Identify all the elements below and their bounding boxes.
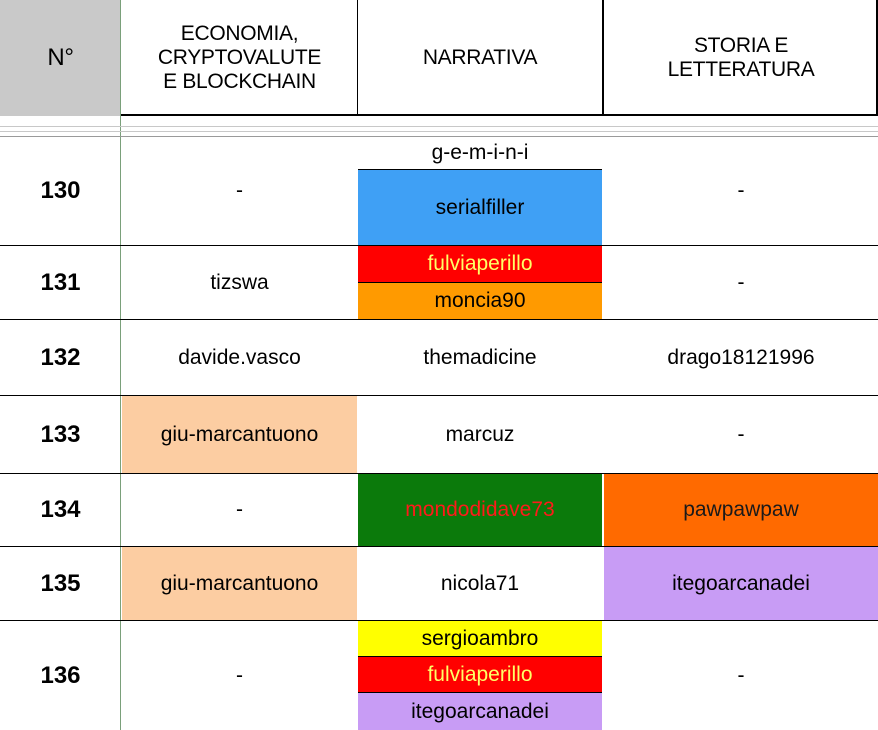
row-135-number: 135	[40, 569, 81, 597]
row-132-storia: drago18121996	[667, 345, 815, 369]
grid-vline-0	[120, 0, 121, 730]
row-134-number: 134	[40, 496, 81, 523]
row-133-economia: giu-marcantuono	[122, 396, 357, 473]
row-131-split-line	[358, 282, 602, 283]
row-130-storia: -	[737, 179, 745, 202]
header-gap-top	[0, 126, 878, 127]
row-131-narrativa-2: moncia90	[358, 283, 602, 319]
row-130-split-line	[358, 169, 602, 170]
grid-vline-2	[602, 0, 604, 116]
row-135-storia: itegoarcanadei	[604, 547, 878, 620]
row-134-economia: -	[236, 498, 243, 521]
row-136-storia: -	[737, 663, 745, 687]
header-narrativa: NARRATIVA	[422, 46, 538, 69]
header-economia: ECONOMIA, CRYPTOVALUTE E BLOCKCHAIN	[157, 22, 322, 93]
row-130-narrativa-1: g-e-m-i-n-i	[358, 137, 602, 169]
row-136-narrativa-3: itegoarcanadei	[358, 693, 602, 730]
row-133-top-line	[0, 395, 878, 396]
row-131-narrativa-1: fulviaperillo	[358, 246, 602, 282]
row-133-narrativa: marcuz	[445, 422, 515, 446]
row-136-narrativa-2: fulviaperillo	[358, 657, 602, 692]
row-130-economia: -	[236, 179, 243, 202]
row-131-top-line	[0, 245, 878, 246]
row-132-top-line	[0, 319, 878, 320]
row-135-narrativa: nicola71	[440, 571, 520, 595]
row-135-economia: giu-marcantuono	[122, 547, 357, 620]
row-135-top-line	[0, 546, 878, 547]
row-132-narrativa: themadicine	[423, 345, 537, 369]
row-134-top-line	[0, 473, 878, 474]
grid-vline-1	[357, 0, 358, 116]
row-136-economia: -	[236, 663, 243, 687]
row-136-top-line	[0, 620, 878, 621]
row-134-narrativa: mondodidave73	[358, 474, 602, 546]
row-134-storia: pawpawpaw	[604, 474, 878, 546]
row-131-number: 131	[40, 268, 81, 296]
row-133-number: 133	[40, 420, 81, 448]
row-136-split-line-1	[358, 656, 602, 657]
row-132-number: 132	[40, 343, 81, 371]
row-130-narrativa-2: serialfiller	[358, 170, 602, 245]
row-136-narrativa-1: sergioambro	[358, 621, 602, 656]
row-130-top-line	[0, 136, 878, 137]
row-132-economia: davide.vasco	[178, 345, 301, 369]
header-num: N°	[0, 0, 121, 116]
row-131-economia: tizswa	[210, 270, 269, 294]
header-gap-bottom	[0, 131, 878, 132]
grid-vline-3	[876, 0, 878, 116]
header-storia: STORIA E LETTERATURA	[667, 34, 815, 81]
row-130-number: 130	[40, 177, 81, 204]
header-bottom-line	[121, 114, 878, 116]
row-131-storia: -	[737, 270, 745, 294]
row-136-split-line-2	[358, 692, 602, 693]
row-136-number: 136	[40, 661, 81, 689]
row-133-storia: -	[737, 422, 745, 446]
